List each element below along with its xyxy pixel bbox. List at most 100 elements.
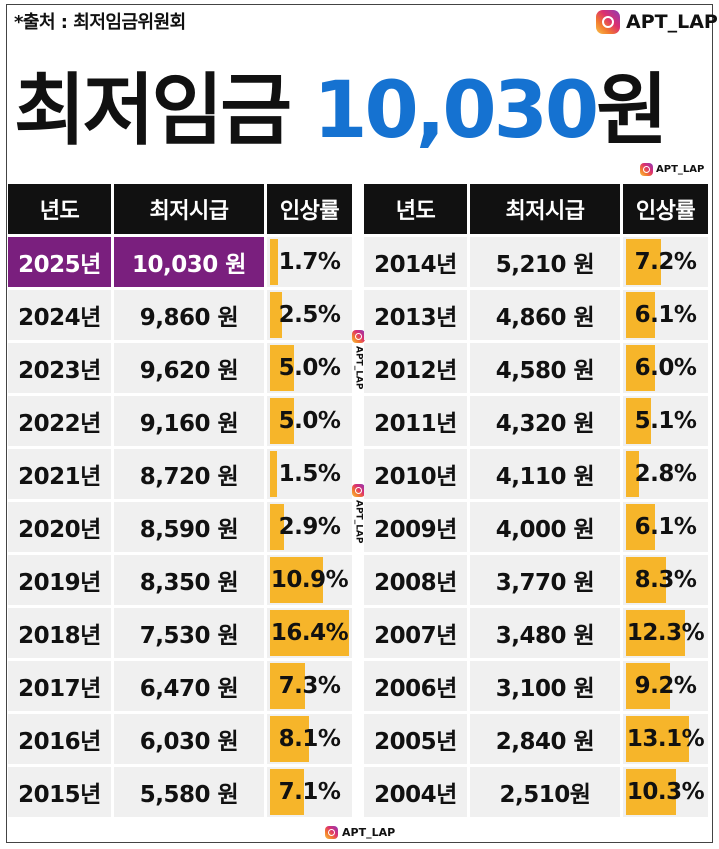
rate-label: 2.9% bbox=[278, 514, 341, 540]
source-label: *출처 : 최저임금위원회 bbox=[14, 12, 186, 33]
rate-bar bbox=[270, 557, 323, 603]
instagram-icon bbox=[352, 484, 365, 497]
year-cell: 2007년 bbox=[364, 608, 467, 658]
year-cell: 2004년 bbox=[364, 767, 467, 817]
rate-cell: 2.9% bbox=[267, 502, 352, 552]
wage-cell: 9,620 원 bbox=[114, 343, 264, 393]
rate-label: 10.9% bbox=[270, 567, 349, 593]
wage-cell: 4,110 원 bbox=[470, 449, 620, 499]
wage-cell: 9,160 원 bbox=[114, 396, 264, 446]
instagram-icon bbox=[352, 330, 365, 343]
year-cell: 2021년 bbox=[8, 449, 111, 499]
rate-bar bbox=[626, 610, 685, 656]
rate-cell: 7.1% bbox=[267, 767, 352, 817]
rate-label: 2.8% bbox=[634, 461, 697, 487]
rate-label: 5.1% bbox=[634, 408, 697, 434]
year-cell: 2024년 bbox=[8, 290, 111, 340]
rate-label: 7.2% bbox=[634, 249, 697, 275]
rate-bar bbox=[626, 345, 655, 391]
rate-cell: 10.3% bbox=[623, 767, 708, 817]
wage-cell: 6,470 원 bbox=[114, 661, 264, 711]
header-rate: 인상률 bbox=[623, 184, 708, 234]
rate-bar bbox=[270, 663, 305, 709]
year-cell: 2025년 bbox=[8, 237, 111, 287]
brand-badge-top: APT_LAP bbox=[596, 10, 718, 34]
rate-label: 16.4% bbox=[270, 620, 349, 646]
wage-cell: 5,580 원 bbox=[114, 767, 264, 817]
title-prefix: 최저임금 bbox=[14, 66, 292, 156]
wage-cell: 2,510원 bbox=[470, 767, 620, 817]
header-rate: 인상률 bbox=[267, 184, 352, 234]
wage-cell: 2,840 원 bbox=[470, 714, 620, 764]
rate-bar bbox=[270, 292, 282, 338]
wage-cell: 7,530 원 bbox=[114, 608, 264, 658]
rate-label: 5.0% bbox=[278, 355, 341, 381]
rate-bar bbox=[270, 716, 309, 762]
wage-cell: 3,100 원 bbox=[470, 661, 620, 711]
rate-label: 8.3% bbox=[634, 567, 697, 593]
brand-name: APT_LAP bbox=[342, 826, 396, 839]
rate-bar bbox=[626, 398, 651, 444]
instagram-icon bbox=[596, 10, 620, 34]
rate-cell: 2.8% bbox=[623, 449, 708, 499]
rate-label: 6.1% bbox=[634, 302, 697, 328]
header-year: 년도 bbox=[8, 184, 111, 234]
wage-cell: 8,350 원 bbox=[114, 555, 264, 605]
rate-bar bbox=[626, 769, 676, 815]
rate-label: 1.7% bbox=[278, 249, 341, 275]
rate-label: 9.2% bbox=[634, 673, 697, 699]
year-cell: 2017년 bbox=[8, 661, 111, 711]
rate-cell: 1.7% bbox=[267, 237, 352, 287]
year-cell: 2013년 bbox=[364, 290, 467, 340]
rate-cell: 5.0% bbox=[267, 396, 352, 446]
rate-cell: 7.2% bbox=[623, 237, 708, 287]
wage-cell: 6,030 원 bbox=[114, 714, 264, 764]
year-cell: 2005년 bbox=[364, 714, 467, 764]
rate-label: 1.5% bbox=[278, 461, 341, 487]
rate-cell: 9.2% bbox=[623, 661, 708, 711]
year-cell: 2011년 bbox=[364, 396, 467, 446]
wage-cell: 4,860 원 bbox=[470, 290, 620, 340]
wage-cell: 4,000 원 bbox=[470, 502, 620, 552]
wage-cell: 3,770 원 bbox=[470, 555, 620, 605]
wage-cell: 8,590 원 bbox=[114, 502, 264, 552]
title-suffix: 원 bbox=[596, 66, 668, 156]
wage-cell: 4,320 원 bbox=[470, 396, 620, 446]
rate-cell: 6.0% bbox=[623, 343, 708, 393]
brand-watermark-mid: APT_LAP bbox=[640, 163, 704, 176]
year-cell: 2006년 bbox=[364, 661, 467, 711]
wage-cell: 5,210 원 bbox=[470, 237, 620, 287]
year-cell: 2022년 bbox=[8, 396, 111, 446]
brand-name: APT_LAP bbox=[626, 11, 718, 33]
rate-bar bbox=[626, 663, 670, 709]
year-cell: 2014년 bbox=[364, 237, 467, 287]
brand-name: APT_LAP bbox=[353, 500, 364, 544]
rate-cell: 13.1% bbox=[623, 714, 708, 764]
rate-label: 7.1% bbox=[278, 779, 341, 805]
year-cell: 2016년 bbox=[8, 714, 111, 764]
rate-bar bbox=[270, 610, 349, 656]
rate-label: 8.1% bbox=[278, 726, 341, 752]
rate-cell: 6.1% bbox=[623, 290, 708, 340]
rate-cell: 5.0% bbox=[267, 343, 352, 393]
rate-cell: 8.3% bbox=[623, 555, 708, 605]
rate-label: 2.5% bbox=[278, 302, 341, 328]
rate-bar bbox=[626, 504, 655, 550]
wage-cell: 8,720 원 bbox=[114, 449, 264, 499]
rate-cell: 10.9% bbox=[267, 555, 352, 605]
rate-bar bbox=[270, 769, 304, 815]
instagram-icon bbox=[640, 163, 653, 176]
rate-cell: 2.5% bbox=[267, 290, 352, 340]
year-cell: 2010년 bbox=[364, 449, 467, 499]
brand-name: APT_LAP bbox=[656, 164, 705, 175]
rate-label: 6.0% bbox=[634, 355, 697, 381]
rate-cell: 16.4% bbox=[267, 608, 352, 658]
rate-bar bbox=[270, 504, 284, 550]
year-cell: 2023년 bbox=[8, 343, 111, 393]
rate-cell: 8.1% bbox=[267, 714, 352, 764]
instagram-icon bbox=[325, 826, 338, 839]
rate-label: 12.3% bbox=[626, 620, 705, 646]
year-cell: 2015년 bbox=[8, 767, 111, 817]
brand-watermark-vertical-1: APT_LAP bbox=[352, 330, 365, 390]
wage-cell: 4,580 원 bbox=[470, 343, 620, 393]
